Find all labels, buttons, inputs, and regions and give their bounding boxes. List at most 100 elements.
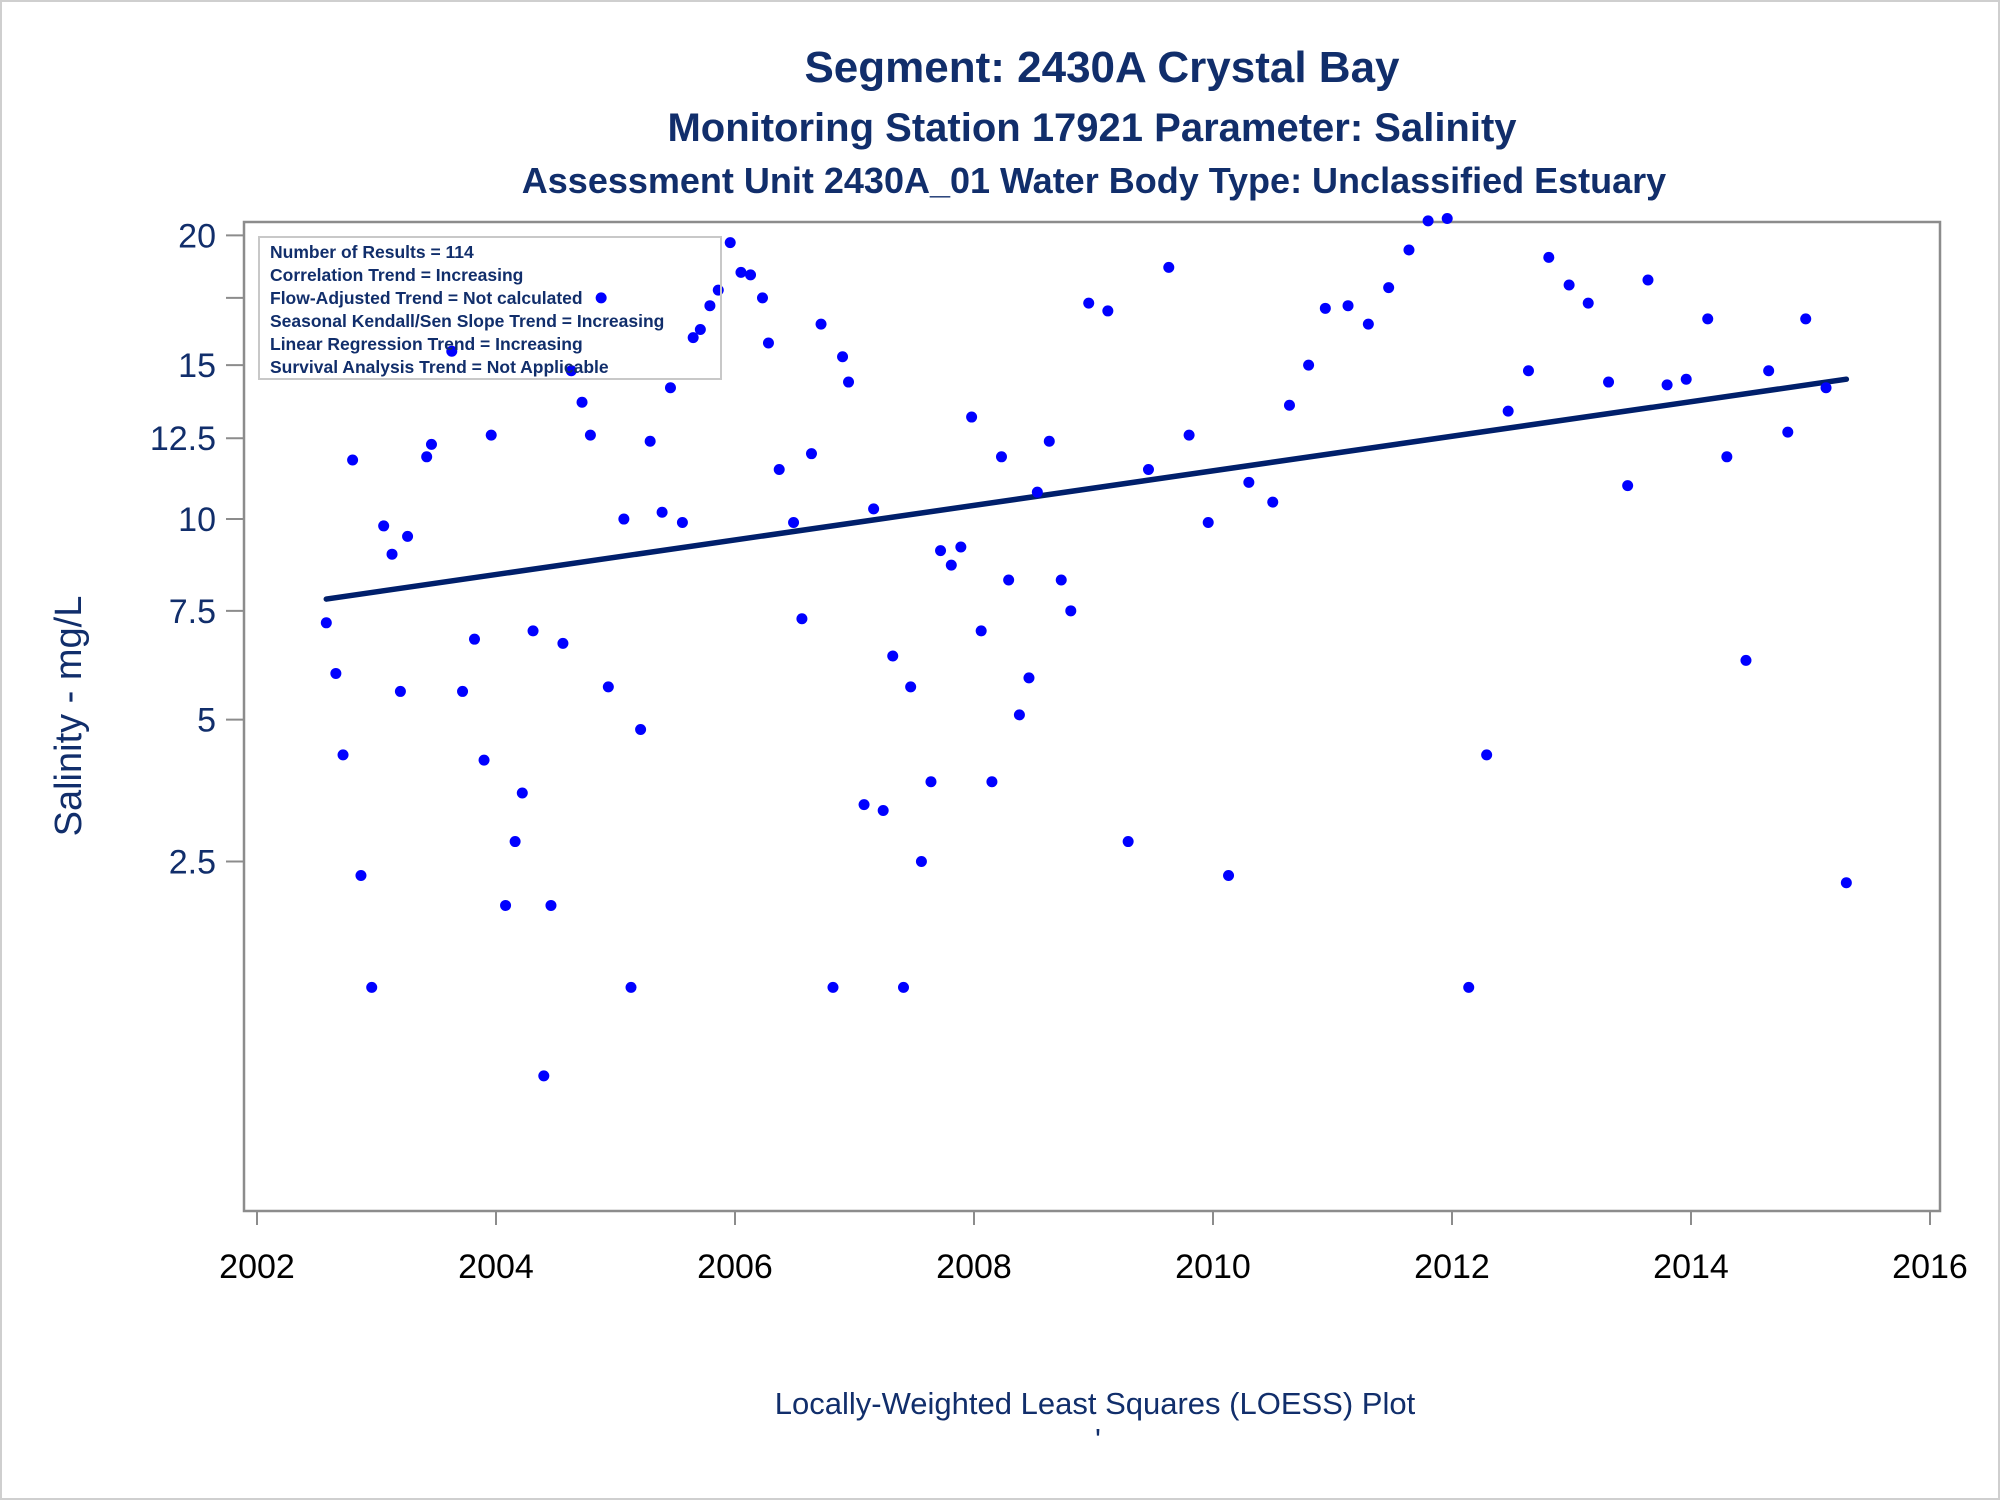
data-point [1303,359,1315,371]
data-point [320,617,332,629]
y-tick-label: 15 [178,347,216,385]
data-point [1740,654,1752,666]
trend-line [323,376,1850,602]
data-point [1563,279,1575,291]
data-point [756,292,768,304]
x-axis: 2002 2004 2006 2008 2010 2012 2014 2016 [219,1211,1968,1286]
data-point [618,513,630,525]
data-point [676,516,688,528]
data-point [378,520,390,532]
data-point [1283,399,1295,411]
data-point [1702,313,1714,325]
data-point [347,454,359,466]
data-point [905,681,917,693]
data-point [1661,379,1673,391]
stats-line: Survival Analysis Trend = Not Applicable [270,357,609,377]
data-point [1122,836,1134,848]
data-point [1043,435,1055,447]
y-axis: 2.5 5 7.5 10 12.5 15 20 [150,217,244,882]
data-point [366,981,378,993]
data-point [1622,480,1634,492]
x-tick-label: 2006 [697,1248,773,1286]
data-point [595,292,607,304]
data-point [1800,313,1812,325]
data-point [935,545,947,557]
data-point [815,318,827,330]
data-point [975,625,987,637]
y-tick-label: 7.5 [169,593,216,631]
data-point [925,776,937,788]
data-point [843,376,855,388]
data-point [858,799,870,811]
stats-box-border [258,236,722,380]
data-point [602,681,614,693]
data-point [1023,672,1035,684]
x-tick-label: 2004 [458,1248,534,1286]
data-point [773,463,785,475]
data-point [584,429,596,441]
trend-line-group [323,376,1850,602]
data-point [1820,382,1832,394]
data-point [712,284,724,296]
chart-subtitle-2: Assessment Unit 2430A_01 Water Body Type… [522,160,1666,201]
x-tick-label: 2008 [936,1248,1012,1286]
data-point [421,451,433,463]
data-point [1031,486,1043,498]
data-point [656,506,668,518]
data-point [468,633,480,645]
data-point [1463,981,1475,993]
stats-line: Number of Results = 114 [270,242,474,262]
data-point [745,269,757,281]
data-point [1013,709,1025,721]
footnote: Locally-Weighted Least Squares (LOESS) P… [775,1386,1416,1421]
data-point [1362,318,1374,330]
data-point [1003,574,1015,586]
data-point [724,237,736,249]
chart-title: Segment: 2430A Crystal Bay [804,43,1400,92]
data-point [837,351,849,363]
data-point [1319,302,1331,314]
data-point [995,451,1007,463]
data-point [687,332,699,344]
data-point [986,776,998,788]
data-point [1522,365,1534,377]
data-point [1183,429,1195,441]
data-point [915,856,927,868]
data-point [887,650,899,662]
data-point [1055,574,1067,586]
data-point [402,530,414,542]
data-point [485,429,497,441]
data-points [320,213,1852,1082]
data-point [877,805,889,817]
data-point [565,365,577,377]
data-point [1083,297,1095,309]
stats-line: Correlation Trend = Increasing [270,265,523,285]
data-point [545,899,557,911]
plot-area [242,220,1942,1213]
data-point [446,345,458,357]
chart-subtitle: Monitoring Station 17921 Parameter: Sali… [667,106,1517,150]
x-tick-label: 2010 [1175,1248,1251,1286]
data-point [945,559,957,571]
data-point [516,787,528,799]
data-point [868,503,880,515]
data-point [1065,605,1077,617]
y-tick-label: 20 [178,217,216,255]
data-point [955,541,967,553]
data-point [557,637,569,649]
data-point [355,870,367,882]
data-point [1267,496,1279,508]
x-tick-label: 2014 [1653,1248,1729,1286]
data-point [1782,426,1794,438]
data-point [1403,244,1415,256]
data-point [635,723,647,735]
data-point [1840,877,1852,889]
data-point [1642,274,1654,286]
data-point [425,438,437,450]
data-point [762,337,774,349]
x-tick-label: 2012 [1414,1248,1490,1286]
stats-line: Linear Regression Trend = Increasing [270,334,583,354]
data-point [796,613,808,625]
